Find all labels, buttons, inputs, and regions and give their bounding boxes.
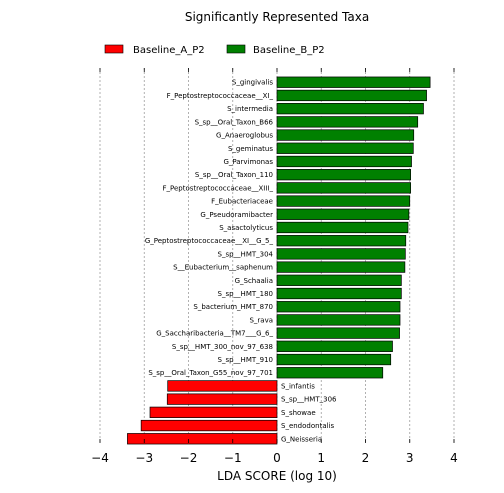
- bar-label: S_sp__Oral_Taxon_G55_nov_97_701: [148, 369, 273, 377]
- bars: S_gingivalis F_Peptostreptococcaceae__XI_…: [127, 76, 431, 445]
- bar: [276, 142, 414, 154]
- chart-title: Significantly Represented Taxa: [185, 10, 369, 24]
- bar: [166, 393, 278, 405]
- bar-label: S_gingivalis: [232, 79, 273, 87]
- bar-label: F_Eubacteriaceae: [211, 198, 273, 206]
- bar-label: S_intermedia: [227, 105, 273, 113]
- legend-swatch-baseline-a: [104, 44, 124, 54]
- bar-label: S__Eubacterium__saphenum: [173, 264, 273, 272]
- bar-label: G_Parvimonas: [223, 158, 273, 166]
- bar: [276, 129, 415, 141]
- bar: [276, 116, 419, 128]
- bar: [276, 103, 424, 115]
- bar: [149, 406, 278, 418]
- x-tick-label: −3: [135, 451, 153, 465]
- legend: Baseline_A_P2 Baseline_B_P2: [104, 44, 325, 56]
- bar: [276, 353, 392, 366]
- legend-swatch-baseline-b: [226, 44, 246, 54]
- bar-label: S_geminatus: [228, 145, 273, 153]
- bar: [276, 76, 431, 88]
- bar: [276, 169, 411, 181]
- x-tick-label: 3: [406, 451, 414, 465]
- bar: [276, 314, 401, 326]
- bar-label: G_Pseudoramibacter: [200, 211, 273, 219]
- bar-label: S_asactolyticus: [219, 224, 273, 232]
- bar-label: S_showae: [281, 409, 316, 417]
- bar-label: S_rava: [249, 316, 273, 324]
- bar: [276, 287, 402, 300]
- x-tick-label: 0: [273, 451, 281, 465]
- x-tick-label: 1: [317, 451, 325, 465]
- bar-label: S_bacterium_HMT_870: [193, 303, 273, 311]
- x-tick-label: −4: [91, 451, 109, 465]
- bar-label: S_sp__HMT_306: [281, 396, 337, 404]
- bar: [276, 235, 407, 247]
- legend-label-baseline-a: Baseline_A_P2: [133, 45, 205, 56]
- bar-label: G_Anaeroglobus: [216, 132, 273, 140]
- bar-label: S_sp__Oral_Taxon_110: [195, 171, 273, 179]
- bar-label: G_Saccharibacteria__TM7___G_6_: [156, 330, 273, 338]
- bar-label: S_sp__HMT_304: [218, 250, 274, 258]
- x-axis-ticks: −4 −3 −2 −1 0 1 2 3 4: [91, 68, 458, 465]
- bar: [276, 274, 402, 286]
- bar-label: S_sp__Oral_Taxon_B66: [195, 118, 274, 126]
- bar-label: S_infantis: [281, 382, 315, 390]
- bar: [276, 89, 427, 102]
- bar-label: F_Peptostreptococcaceae__XI_: [167, 92, 274, 100]
- bar-label: S_sp__HMT_300_nov_97_638: [172, 343, 273, 351]
- bar: [276, 208, 410, 220]
- bar: [276, 195, 411, 207]
- bar: [276, 248, 406, 260]
- bar-label: S_sp__HMT_180: [218, 290, 273, 298]
- bar: [276, 261, 406, 273]
- bar-label: G_Peptostreptococcaceae__XI__G_5_: [145, 237, 274, 245]
- bar: [140, 419, 278, 432]
- bar: [276, 301, 401, 313]
- bar-label: F_Peptostreptococcaceae__XIII_: [162, 184, 273, 192]
- bar: [276, 327, 400, 339]
- bar-label: S_endodontalis: [281, 422, 334, 430]
- bar: [276, 155, 412, 168]
- bar: [276, 182, 411, 194]
- x-tick-label: −2: [180, 451, 198, 465]
- x-tick-label: 2: [362, 451, 370, 465]
- x-axis-label: LDA SCORE (log 10): [217, 469, 337, 483]
- bar-label: S_sp__HMT_910: [218, 356, 273, 364]
- bar: [276, 340, 393, 352]
- bar: [167, 380, 278, 392]
- bar-label: G_Schaalia: [235, 277, 273, 285]
- x-tick-label: 4: [450, 451, 458, 465]
- bar: [127, 433, 278, 445]
- bar: [276, 367, 384, 379]
- x-tick-label: −1: [224, 451, 242, 465]
- bar: [276, 221, 409, 234]
- bar-label: G_Neisseria: [281, 435, 322, 443]
- legend-label-baseline-b: Baseline_B_P2: [253, 45, 325, 56]
